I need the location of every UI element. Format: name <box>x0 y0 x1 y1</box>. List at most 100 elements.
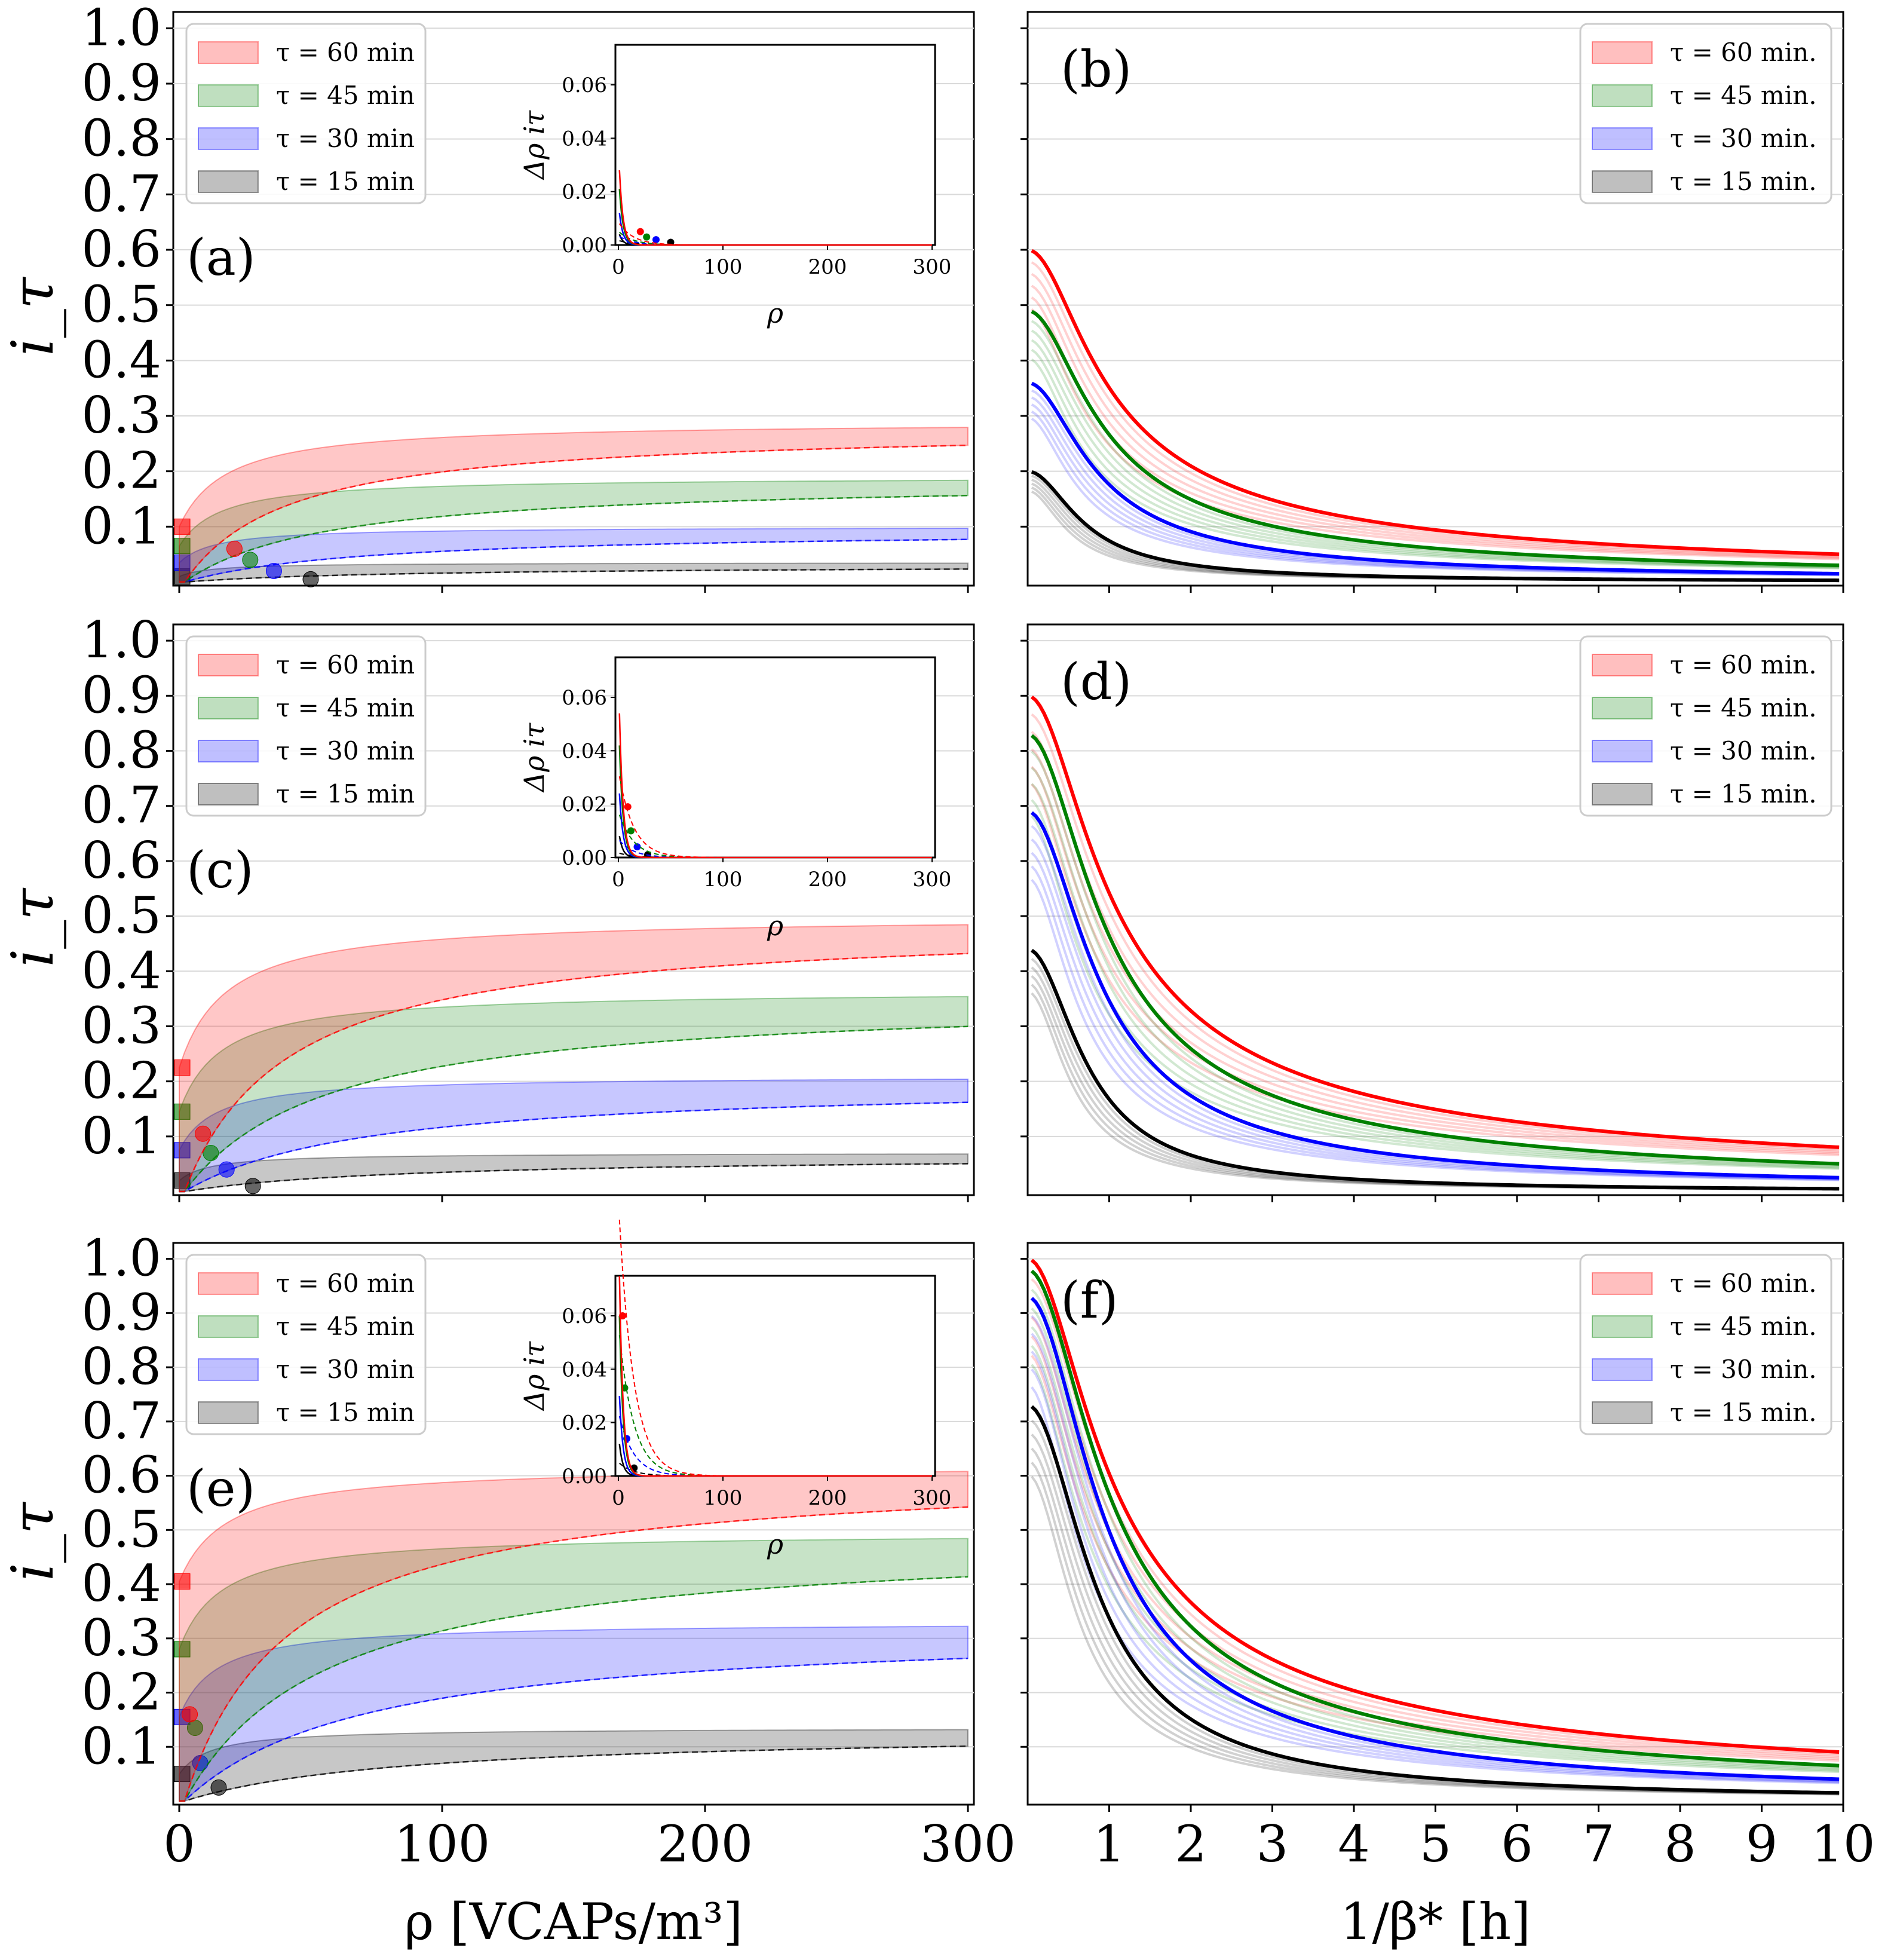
inset-marker <box>636 228 644 235</box>
legend-box <box>1579 23 1832 204</box>
legend-label: τ = 15 min <box>276 1398 415 1427</box>
x-tick-label: 3 <box>1257 1815 1288 1873</box>
y-tick-label: 0.6 <box>81 1446 161 1505</box>
inset: 0.00 0.02 0.04 0.06 0 100 200 300 ρ Δρ iτ <box>518 1220 951 1560</box>
legend-box <box>185 1254 427 1435</box>
series-lower-line <box>179 1025 969 1193</box>
inset-x-tick-label: 300 <box>913 1486 952 1510</box>
inset-y-label: Δρ iτ <box>518 722 550 793</box>
y-tick-label: 0.6 <box>81 831 161 890</box>
legend: τ = 60 min. τ = 45 min. τ = 30 min. τ = 15 … <box>1579 23 1832 204</box>
y-tick-label: 0.4 <box>81 1554 161 1613</box>
ensemble-line <box>1031 1475 1840 1796</box>
start-marker <box>174 1641 191 1658</box>
inset-series-dashed <box>618 1220 932 1477</box>
series-line <box>1030 811 1840 1180</box>
series-line <box>1031 249 1840 556</box>
ensemble-line <box>1031 1297 1840 1757</box>
ensemble-line <box>1031 1333 1840 1783</box>
series-line <box>1030 1297 1840 1781</box>
legend-label: τ = 15 min. <box>1670 167 1817 196</box>
inset-x-tick-label: 0 <box>612 868 625 892</box>
panel-label: (c) <box>186 841 254 899</box>
panel-label: (d) <box>1061 653 1132 711</box>
ensemble-line <box>1031 1307 1840 1769</box>
series-line <box>1031 381 1840 576</box>
series-lower-line <box>179 953 969 1193</box>
ensemble-line <box>1031 339 1840 568</box>
series-line <box>1030 734 1840 1166</box>
y-tick-label: 0.5 <box>81 275 161 334</box>
panel-label: (f) <box>1061 1271 1118 1330</box>
legend-swatch <box>1592 84 1653 107</box>
legend-label: τ = 60 min. <box>1670 38 1817 67</box>
crossing-marker <box>226 540 243 557</box>
inset-x-tick-label: 0 <box>612 1486 625 1510</box>
legend-label: τ = 15 min <box>276 779 415 808</box>
inset-y-label: Δρ iτ <box>518 1340 550 1411</box>
legend-swatch <box>198 127 259 150</box>
crossing-marker <box>210 1779 227 1796</box>
legend-swatch <box>198 1401 259 1424</box>
series-lower-line <box>179 1576 969 1802</box>
panel-d: τ = 60 min. τ = 45 min. τ = 30 min. τ = 15 … <box>1020 623 1844 1202</box>
legend-swatch <box>1592 1315 1653 1338</box>
inset-marker <box>619 1312 626 1319</box>
y-axis-label: i_τ <box>0 276 66 356</box>
ensemble-line <box>1031 731 1840 1152</box>
legend-label: τ = 60 min. <box>1670 650 1817 679</box>
inset: 0.00 0.02 0.04 0.06 0 100 200 300 ρ Δρ iτ <box>518 656 951 942</box>
legend-box <box>1579 1254 1832 1435</box>
ensemble-line <box>1031 272 1840 558</box>
start-marker <box>174 1573 191 1590</box>
ensemble-line <box>1031 852 1840 1181</box>
legend-label: τ = 30 min. <box>1670 736 1817 765</box>
x-tick-label: 7 <box>1583 1815 1614 1873</box>
x-tick-label: 5 <box>1420 1815 1451 1873</box>
y-tick-label: 0.7 <box>81 776 161 835</box>
start-marker <box>174 538 191 555</box>
series-lower-line <box>179 495 969 583</box>
inset-y-tick-label: 0.02 <box>562 1411 607 1435</box>
panel-label: (b) <box>1061 40 1132 99</box>
inset-x-tick-label: 100 <box>704 255 743 279</box>
series-line <box>1031 310 1840 568</box>
ensemble-line <box>1031 1350 1840 1783</box>
y-tick-label: 0.8 <box>81 1337 161 1396</box>
x-axis-label-left: ρ [VCAPs/m³] <box>404 1892 743 1951</box>
inset-x-tick-label: 200 <box>808 1486 847 1510</box>
y-tick-label: 0.4 <box>81 330 161 389</box>
legend-swatch <box>1592 170 1653 193</box>
legend: τ = 60 min τ = 45 min τ = 30 min τ = 15 min <box>185 1254 427 1435</box>
inset-frame <box>614 656 936 859</box>
legend-label: τ = 60 min. <box>1670 1269 1817 1298</box>
legend: τ = 60 min. τ = 45 min. τ = 30 min. τ = 15 … <box>1579 1254 1832 1435</box>
legend-swatch <box>198 1315 259 1338</box>
y-tick-label: 0.2 <box>81 1663 161 1722</box>
legend-label: τ = 60 min <box>276 1269 415 1298</box>
ensemble-line <box>1031 713 1840 1150</box>
ensemble-line <box>1031 878 1840 1181</box>
inset-x-label: ρ <box>767 909 783 942</box>
ensemble-line <box>1031 348 1840 569</box>
inset-x-tick-label: 100 <box>704 1486 743 1510</box>
inset-y-tick-label: 0.02 <box>562 180 607 204</box>
legend-box <box>185 23 427 204</box>
legend-label: τ = 15 min. <box>1670 779 1817 808</box>
series-lower-line <box>179 568 969 583</box>
x-tick-label: 300 <box>920 1815 1016 1873</box>
inset-frame <box>614 1275 936 1477</box>
y-tick-label: 0.9 <box>81 666 161 724</box>
ensemble-line <box>1031 865 1840 1181</box>
legend-swatch <box>198 41 259 64</box>
legend-box <box>1579 635 1832 817</box>
y-axis-label: i_τ <box>0 887 66 967</box>
ensemble-line <box>1031 284 1840 559</box>
series-band <box>179 1471 969 1802</box>
legend: τ = 60 min. τ = 45 min. τ = 30 min. τ = 15 … <box>1579 635 1832 817</box>
legend-swatch <box>1592 1272 1653 1295</box>
y-tick-label: 0.5 <box>81 1500 161 1558</box>
series-line <box>1030 695 1840 1149</box>
legend-swatch <box>198 654 259 676</box>
